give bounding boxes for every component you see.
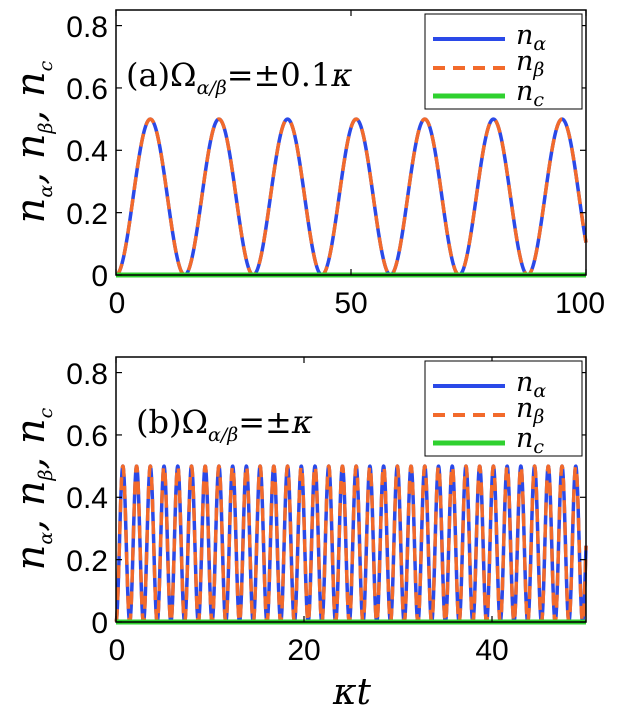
legend-label-a-1: nβ	[516, 46, 544, 81]
x-tick-label-a-1: 50	[334, 287, 367, 320]
x-tick-label-a-0: 0	[109, 287, 126, 320]
y-tick-label-a-2: 0.4	[66, 135, 108, 168]
legend-label-b-0: nα	[516, 367, 546, 402]
legend-a: nα nβ nc	[424, 13, 583, 111]
y-tick-labels-b: 0 0.2 0.4 0.6 0.8	[66, 358, 108, 640]
y-tick-label-b-0: 0	[91, 607, 108, 640]
x-axis-label-b: κt	[332, 672, 372, 713]
y-tick-label-b-3: 0.6	[66, 420, 108, 453]
legend-label-b-2: nc	[516, 423, 544, 458]
x-tick-label-b-0: 0	[109, 634, 126, 667]
x-tick-label-b-2: 40	[475, 634, 508, 667]
x-tick-label-b-1: 20	[287, 634, 320, 667]
panel-b: 0 0.2 0.4 0.6 0.8 0 20 40 nα, nβ, nc κt …	[8, 356, 588, 713]
legend-b: nα nβ nc	[424, 360, 583, 458]
y-tick-label-a-3: 0.6	[66, 73, 108, 106]
y-axis-label-a: nα, nβ, nc	[8, 60, 57, 223]
legend-label-b-1: nβ	[516, 393, 544, 428]
y-tick-label-a-1: 0.2	[66, 198, 108, 231]
legend-box-b	[424, 360, 583, 457]
legend-label-a-0: nα	[516, 20, 546, 55]
y-axis-label-b: nα, nβ, nc	[8, 407, 57, 570]
series-line-b-1	[114, 464, 588, 624]
legend-box-a	[424, 13, 583, 110]
x-tick-labels-a: 0 50 100	[109, 287, 605, 320]
x-tick-label-a-2: 100	[555, 287, 605, 320]
panel-annotation-b: (b)Ωα/β=±κ	[136, 403, 313, 446]
y-tick-label-a-0: 0	[91, 260, 108, 293]
y-tick-label-b-1: 0.2	[66, 545, 108, 578]
series-line-a-1	[114, 117, 588, 277]
y-tick-label-a-4: 0.8	[66, 11, 108, 44]
x-tick-labels-b: 0 20 40	[109, 634, 509, 667]
y-tick-labels-a: 0 0.2 0.4 0.6 0.8	[66, 11, 108, 293]
y-tick-label-b-4: 0.8	[66, 358, 108, 391]
panel-a: 0 0.2 0.4 0.6 0.8 0 50 100 nα, nβ, nc (a…	[8, 9, 605, 320]
axes-frame-b	[115, 356, 587, 623]
panel-annotation-a: (a)Ωα/β=±0.1κ	[126, 56, 352, 99]
y-tick-label-b-2: 0.4	[66, 482, 108, 515]
legend-label-a-2: nc	[516, 76, 544, 111]
tick-marks-a	[115, 10, 587, 276]
